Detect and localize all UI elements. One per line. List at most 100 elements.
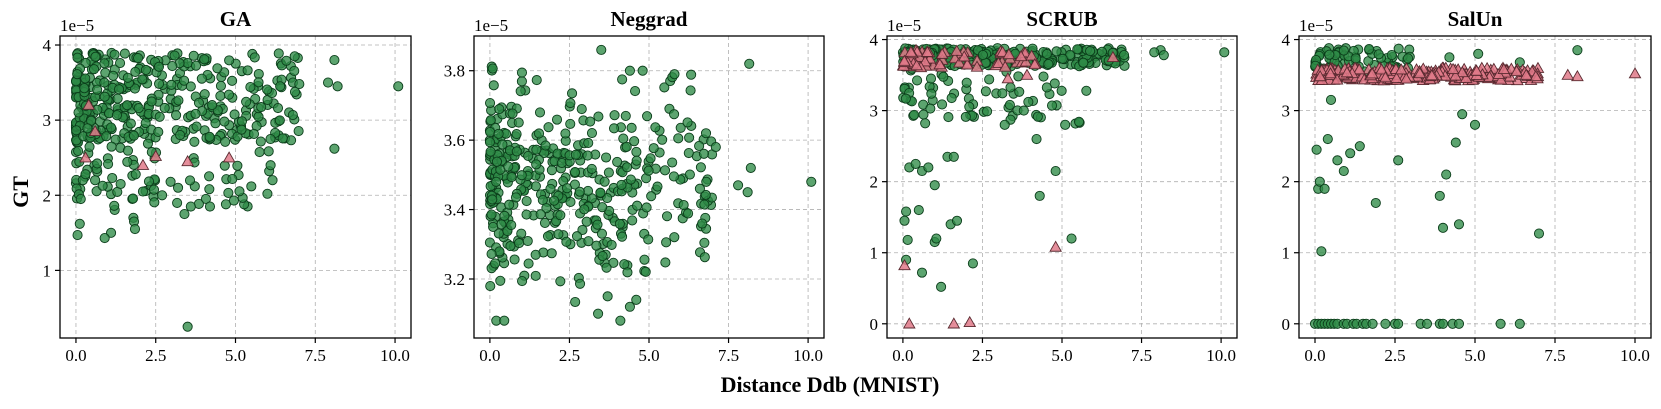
y-tick-label: 1 xyxy=(43,261,52,280)
data-point xyxy=(1043,58,1054,70)
data-point xyxy=(503,161,514,172)
data-point xyxy=(246,181,257,192)
data-point xyxy=(531,75,542,86)
data-point xyxy=(593,111,604,122)
data-point xyxy=(694,140,705,151)
data-point xyxy=(960,111,971,122)
data-point xyxy=(1005,82,1016,93)
data-point xyxy=(684,132,695,143)
data-point xyxy=(585,116,596,127)
data-point xyxy=(75,193,86,205)
data-point xyxy=(683,147,694,159)
data-point xyxy=(1533,228,1545,239)
data-point xyxy=(571,231,583,242)
data-point xyxy=(560,128,571,139)
data-point xyxy=(1380,318,1391,329)
data-point xyxy=(92,158,103,169)
data-point xyxy=(1004,99,1015,111)
data-point xyxy=(242,65,253,76)
data-point xyxy=(582,150,593,161)
data-point xyxy=(639,254,650,265)
x-tick-label: 5.0 xyxy=(225,346,246,365)
data-point xyxy=(631,146,642,157)
data-point xyxy=(1073,116,1085,127)
data-point xyxy=(514,238,525,249)
data-point xyxy=(97,180,108,191)
data-point xyxy=(122,100,133,111)
data-point xyxy=(669,109,680,120)
data-point xyxy=(486,248,497,260)
data-point xyxy=(137,186,149,197)
data-point xyxy=(1034,190,1045,201)
data-point xyxy=(586,163,597,174)
data-point xyxy=(938,71,949,82)
data-point xyxy=(79,83,90,94)
data-point xyxy=(530,270,541,281)
data-point xyxy=(236,116,248,127)
data-point xyxy=(262,84,273,95)
y-tick-label: 1 xyxy=(1282,244,1291,263)
data-point xyxy=(920,45,934,57)
data-point xyxy=(513,117,524,128)
data-point xyxy=(1457,109,1468,120)
data-point xyxy=(929,180,940,191)
data-point xyxy=(491,156,503,167)
data-point xyxy=(1078,57,1089,68)
plot-area: 0.0 2.5 5.0 7.5 10.0 1 2 3 4 xyxy=(43,35,412,365)
data-point xyxy=(133,52,144,64)
data-point xyxy=(484,137,495,148)
x-tick-label: 7.5 xyxy=(305,346,326,365)
data-point xyxy=(648,143,659,154)
data-point xyxy=(505,240,516,252)
data-point xyxy=(534,107,546,118)
x-tick-label: 0.0 xyxy=(1304,346,1325,365)
panel-title: GA xyxy=(220,7,252,31)
data-point xyxy=(659,82,670,93)
data-point xyxy=(129,224,141,235)
data-point xyxy=(80,73,91,84)
data-point xyxy=(105,122,117,133)
data-point xyxy=(90,175,101,186)
x-tick-label: 7.5 xyxy=(1544,346,1565,365)
data-point xyxy=(918,55,932,67)
data-point xyxy=(220,136,231,147)
data-point xyxy=(1441,169,1452,180)
data-point xyxy=(531,144,542,155)
data-point xyxy=(289,86,301,97)
data-point xyxy=(615,315,626,326)
data-point xyxy=(130,169,141,180)
data-point xyxy=(253,77,264,88)
data-point xyxy=(272,102,284,114)
data-point xyxy=(912,75,923,86)
data-point xyxy=(996,45,1009,57)
data-point xyxy=(1370,197,1381,209)
data-point xyxy=(506,172,517,183)
data-point xyxy=(265,133,276,145)
data-point xyxy=(253,68,264,80)
data-point xyxy=(948,151,959,162)
data-point xyxy=(522,235,533,247)
data-point xyxy=(1319,183,1330,194)
data-point xyxy=(71,125,82,136)
data-point xyxy=(1149,47,1160,58)
data-point xyxy=(115,178,126,190)
data-point xyxy=(79,151,92,163)
data-point xyxy=(140,64,152,76)
data-point xyxy=(204,184,215,195)
data-point xyxy=(507,108,518,119)
offset-label: 1e−5 xyxy=(887,16,921,35)
data-point xyxy=(1332,155,1343,166)
data-point xyxy=(249,52,260,63)
data-point xyxy=(289,65,300,77)
data-point xyxy=(530,181,541,192)
data-point xyxy=(1364,43,1375,55)
data-point xyxy=(555,210,566,221)
data-point xyxy=(710,142,721,153)
data-point xyxy=(516,76,527,87)
data-point xyxy=(920,118,931,129)
data-point xyxy=(223,89,235,100)
data-point xyxy=(196,73,207,84)
data-point xyxy=(88,124,102,137)
data-point xyxy=(946,93,957,104)
data-point xyxy=(245,82,256,93)
